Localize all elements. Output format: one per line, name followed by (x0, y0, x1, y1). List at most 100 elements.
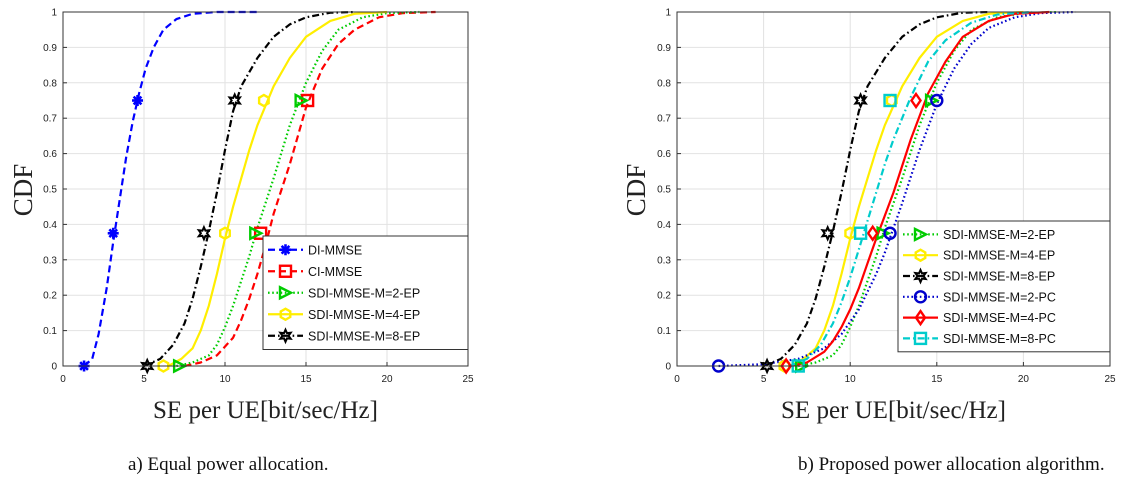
series-line (789, 10, 1033, 368)
hexagon-icon (257, 93, 270, 108)
series-line (176, 10, 420, 368)
square-icon (853, 226, 868, 240)
axes-frame (676, 11, 1111, 367)
asterisk-stroke (132, 95, 143, 106)
x-tick-label: 10 (219, 374, 231, 385)
star-icon (196, 224, 212, 242)
series-line (763, 10, 989, 368)
series-markers (139, 92, 243, 375)
series-markers (253, 93, 315, 240)
y-axis-label: CDF (621, 164, 651, 217)
legend-label: SDI-MMSE-M=2-EP (943, 228, 1055, 242)
hexagon-icon (914, 248, 927, 263)
series-line (184, 10, 436, 368)
square-icon (913, 331, 928, 346)
legend-label: DI-MMSE (308, 243, 362, 257)
star-icon (139, 357, 155, 375)
chart-panel-1: 0 5 10 15 20 25 0 0.1 0.2 0.3 0.4 0.5 0.6 0.7 0.8 0.9 1 D… (8, 8, 474, 425)
asterisk-icon (107, 227, 119, 239)
series-markers (780, 91, 922, 375)
x-tick-label: 0 (674, 374, 680, 385)
x-tick-label: 10 (845, 374, 857, 385)
hexagon-icon (157, 359, 170, 373)
circle-icon (930, 93, 944, 108)
circle-icon (913, 290, 928, 304)
y-tick-label: 0.8 (657, 78, 671, 89)
square-icon (253, 226, 268, 240)
x-axis-label: SE per UE[bit/sec/Hz] (153, 397, 378, 424)
x-axis-label: SE per UE[bit/sec/Hz] (781, 397, 1006, 424)
x-tick-label: 0 (60, 374, 66, 385)
diamond-icon (914, 308, 927, 327)
legend-label: CI-MMSE (308, 265, 362, 279)
x-tick-label: 25 (462, 374, 474, 385)
y-tick-label: 0.5 (43, 185, 57, 196)
asterisk-icon (280, 244, 291, 256)
legend: SDI-MMSE-M=2-EP SDI-MMSE-M=4-EP SDI-MMSE-M… (897, 220, 1111, 353)
square-icon (300, 93, 315, 108)
caption-right: b) Proposed power allocation algorithm. (798, 454, 1105, 475)
series-line (789, 10, 1050, 368)
star-icon (227, 92, 243, 109)
triangle-right-icon (294, 93, 310, 108)
y-tick-label: 0.5 (657, 185, 671, 196)
legend-label: SDI-MMSE-M=8-PC (943, 332, 1056, 346)
y-tick-label: 0.6 (657, 149, 671, 160)
circle-icon (883, 226, 897, 240)
y-tick-label: 0.7 (43, 114, 57, 125)
y-tick-label: 0.4 (657, 220, 671, 231)
x-tick-label: 15 (931, 374, 943, 385)
x-tick-label: 20 (1018, 374, 1030, 385)
y-tick-label: 0.1 (657, 326, 671, 337)
legend-label: SDI-MMSE-M=2-PC (943, 290, 1056, 304)
series-markers (157, 93, 270, 373)
star-icon (913, 267, 928, 285)
x-tick-label: 15 (300, 374, 312, 385)
series-markers (759, 92, 868, 375)
y-tick-label: 0 (665, 362, 671, 373)
y-tick-label: 0.8 (43, 78, 57, 89)
asterisk-stroke (280, 244, 291, 255)
y-tick-label: 0.7 (657, 114, 671, 125)
star-icon (820, 224, 836, 242)
diamond-icon (780, 357, 793, 375)
y-tick-label: 1 (51, 8, 57, 19)
y-tick-label: 0.3 (43, 255, 57, 266)
legend-box (897, 220, 1111, 353)
series-line (83, 10, 258, 367)
y-tick-label: 0.6 (43, 149, 57, 160)
series-line (143, 10, 355, 368)
caption-left: a) Equal power allocation. (128, 454, 329, 475)
y-tick-label: 0.9 (657, 43, 671, 54)
square-icon (883, 93, 897, 108)
legend-label: SDI-MMSE-M=8-EP (308, 329, 420, 343)
hexagon-icon (279, 307, 292, 322)
y-tick-label: 1 (665, 8, 671, 19)
y-tick-label: 0.1 (43, 326, 57, 337)
legend-label: SDI-MMSE-M=4-EP (308, 308, 420, 322)
y-tick-label: 0 (51, 362, 57, 373)
x-tick-label: 5 (141, 374, 147, 385)
legend: DI-MMSE CI-MMSE SDI-MMSE-M=2-EP SDI-MMSE-M=… (262, 235, 469, 350)
legend-label: SDI-MMSE-M=4-EP (943, 249, 1055, 263)
series-line (789, 10, 1024, 367)
star-icon (759, 357, 775, 375)
asterisk-icon (132, 95, 144, 106)
star-icon (853, 92, 868, 109)
legend-box (262, 235, 469, 350)
hexagon-icon (219, 226, 231, 241)
diamond-icon (910, 91, 922, 110)
y-tick-label: 0.3 (657, 255, 671, 266)
triangle-right-icon (913, 226, 929, 242)
legend-label: SDI-MMSE-M=4-PC (943, 311, 1056, 325)
x-tick-label: 5 (761, 374, 767, 385)
y-tick-label: 0.9 (43, 43, 57, 54)
legend-label: SDI-MMSE-M=8-EP (943, 270, 1055, 284)
square-icon (278, 264, 293, 278)
axes-frame (62, 11, 469, 367)
y-axis-label: CDF (8, 164, 38, 217)
y-tick-label: 0.2 (43, 291, 57, 302)
x-tick-label: 20 (381, 374, 393, 385)
series-line (167, 10, 388, 367)
